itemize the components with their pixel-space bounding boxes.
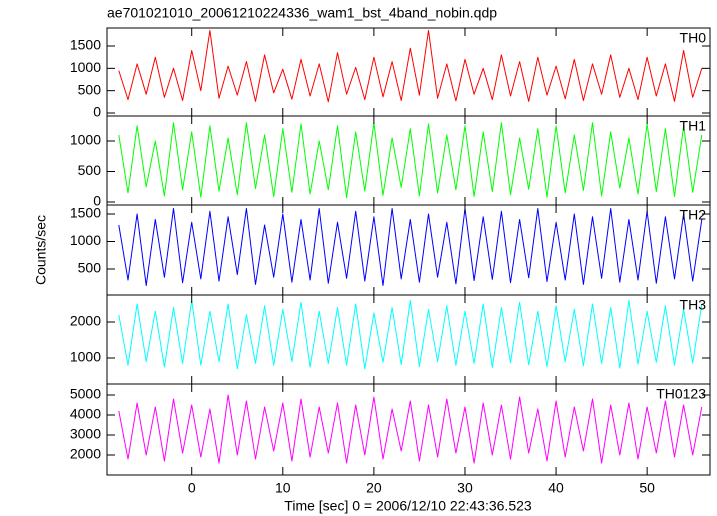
y-tick-label: 500 — [78, 81, 102, 97]
x-tick-label: 50 — [639, 480, 655, 496]
y-tick-label: 0 — [93, 104, 101, 120]
light-curve — [118, 299, 703, 370]
y-tick-label: 1000 — [70, 132, 101, 148]
y-tick-label: 3000 — [70, 426, 101, 442]
y-axis-label: Counts/sec — [33, 215, 49, 285]
light-curve — [118, 208, 703, 286]
panel-label: TH3 — [680, 297, 707, 313]
y-tick-label: 500 — [78, 260, 102, 276]
y-tick-label: 2000 — [70, 313, 101, 329]
panel-frame — [106, 383, 711, 476]
light-curve — [118, 394, 703, 464]
x-tick-label: 20 — [366, 480, 382, 496]
y-tick-label: 1500 — [70, 205, 101, 221]
x-tick-label: 0 — [188, 480, 196, 496]
panel-label: TH0123 — [656, 386, 706, 402]
y-tick-label: 5000 — [70, 386, 101, 402]
panel-frame — [106, 27, 711, 117]
y-tick-label: 500 — [78, 162, 102, 178]
panel-frame — [106, 115, 711, 206]
light-curve — [118, 29, 703, 103]
panel-label: TH0 — [680, 30, 707, 46]
y-tick-label: 4000 — [70, 406, 101, 422]
light-curve — [118, 122, 703, 199]
x-tick-label: 40 — [548, 480, 564, 496]
y-tick-label: 1000 — [70, 232, 101, 248]
y-tick-label: 1000 — [70, 349, 101, 365]
x-tick-label: 30 — [457, 480, 473, 496]
y-tick-label: 1000 — [70, 59, 101, 75]
y-tick-label: 1500 — [70, 37, 101, 53]
chart-title: ae701021010_20061210224336_wam1_bst_4ban… — [107, 5, 497, 21]
panel-label: TH2 — [680, 207, 707, 223]
x-tick-label: 10 — [275, 480, 291, 496]
y-tick-label: 0 — [93, 193, 101, 209]
panel-label: TH1 — [680, 118, 707, 134]
x-axis-label: Time [sec] 0 = 2006/12/10 22:43:36.523 — [284, 498, 532, 514]
y-tick-label: 2000 — [70, 446, 101, 462]
